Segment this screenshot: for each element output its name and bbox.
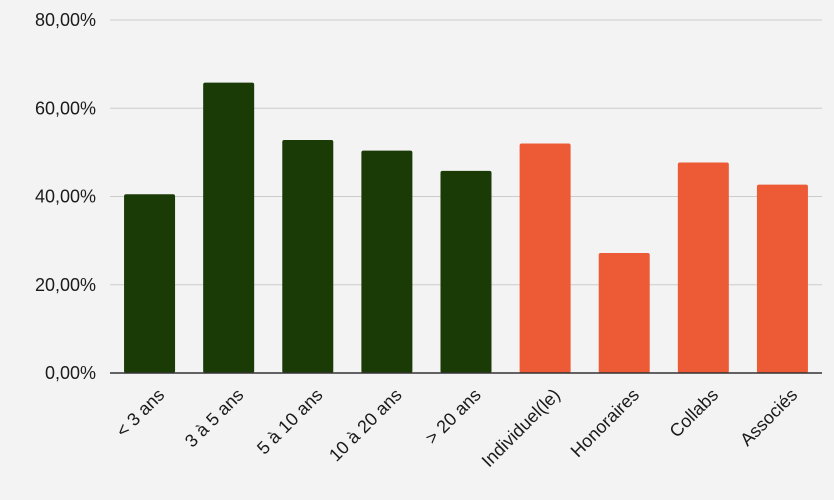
bar-8 <box>756 184 808 373</box>
bar-4 <box>440 170 492 373</box>
bar-1 <box>203 82 255 373</box>
bar-5 <box>519 143 571 373</box>
y-tick-label: 0,00% <box>45 363 96 383</box>
y-tick-label: 20,00% <box>35 275 96 295</box>
x-category-label: Individuel(le) <box>478 385 564 471</box>
bar-3 <box>361 150 413 373</box>
bar-0 <box>124 194 176 373</box>
x-category-label: 5 à 10 ans <box>253 385 327 459</box>
bars <box>124 82 808 373</box>
x-category-label: Collabs <box>666 385 723 442</box>
bar-2 <box>282 140 334 373</box>
bar-6 <box>598 252 650 373</box>
x-category-label: 3 à 5 ans <box>181 385 248 452</box>
x-category-label: > 20 ans <box>421 385 484 448</box>
x-category-label: Honoraires <box>567 385 643 461</box>
x-category-label: < 3 ans <box>112 385 168 441</box>
y-tick-label: 60,00% <box>35 98 96 118</box>
x-category-label: Associés <box>736 385 801 450</box>
y-tick-label: 40,00% <box>35 187 96 207</box>
x-category-label: 10 à 20 ans <box>325 385 406 466</box>
y-tick-label: 80,00% <box>35 10 96 30</box>
y-axis-ticks: 0,00% 20,00% 40,00% 60,00% 80,00% <box>35 10 96 383</box>
bar-7 <box>677 162 729 373</box>
